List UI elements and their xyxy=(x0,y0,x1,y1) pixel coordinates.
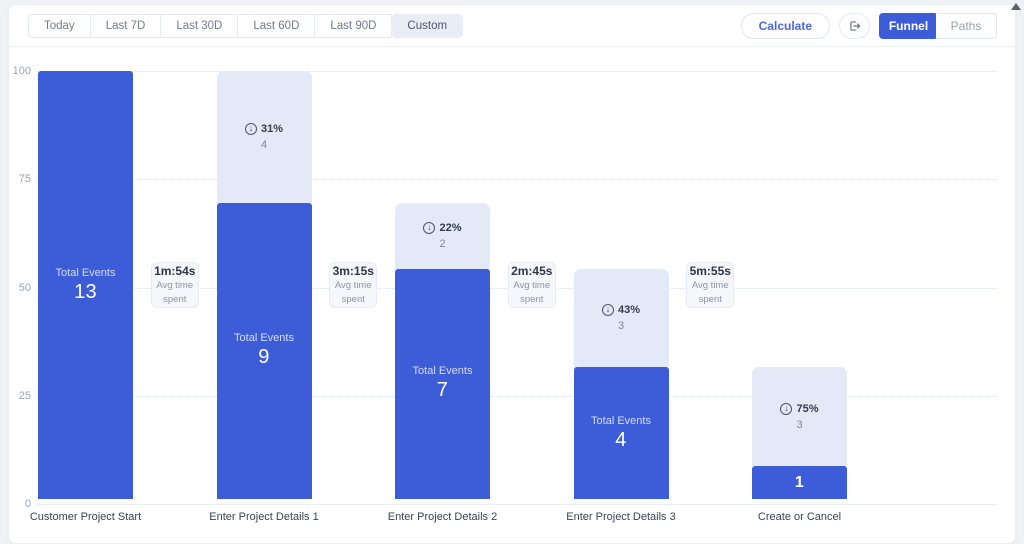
funnel-bar-enter-project-details-2[interactable]: Total Events 7 xyxy=(395,268,490,499)
funnel-analysis-card: Today Last 7D Last 30D Last 60D Last 90D Cust… xyxy=(8,4,1016,544)
avg-time-value: 1m:54s xyxy=(154,263,196,278)
avg-time-caption: spent xyxy=(163,294,187,305)
scrollbar-up-arrow-icon[interactable] xyxy=(1011,3,1021,10)
y-axis-tick-75: 75 xyxy=(18,173,31,186)
dropoff-count: 3 xyxy=(617,319,625,332)
y-axis-tick-25: 25 xyxy=(18,389,31,402)
avg-time-card-1: 1m:54s Avg time spent xyxy=(150,262,199,308)
x-axis-label-enter-project-details-1: Enter Project Details 1 xyxy=(209,511,319,523)
avg-time-card-2: 3m:15s Avg time spent xyxy=(329,262,378,308)
total-events-label: Total Events xyxy=(234,332,294,345)
y-axis-tick-50: 50 xyxy=(18,281,31,294)
total-events-label: Total Events xyxy=(591,414,651,427)
funnel-bar-create-or-cancel[interactable]: 1 xyxy=(752,466,847,499)
funnel-bar-enter-project-details-3[interactable]: Total Events 4 xyxy=(573,367,669,499)
toolbar: Today Last 7D Last 30D Last 60D Last 90D Cust… xyxy=(9,5,1015,47)
date-range-last-60d[interactable]: Last 60D xyxy=(237,13,316,38)
date-range-custom[interactable]: Custom xyxy=(391,13,464,38)
gridline-75 xyxy=(36,179,997,181)
total-events-value: 13 xyxy=(74,280,97,303)
circled-down-arrow-icon: ↓ xyxy=(601,303,614,316)
circled-down-arrow-icon: ↓ xyxy=(244,122,257,135)
dropoff-percent: 22% xyxy=(439,221,462,234)
avg-time-value: 5m:55s xyxy=(689,263,731,278)
date-range-group: Today Last 7D Last 30D Last 60D Last 90D Cust… xyxy=(28,13,464,38)
avg-time-card-3: 2m:45s Avg time spent xyxy=(507,262,556,308)
gridline-25 xyxy=(36,395,997,397)
dropoff-segment-1: ↓ 31% 4 xyxy=(216,71,312,203)
dropoff-pct-row: ↓ 75% xyxy=(780,402,819,415)
total-events-label: Total Events xyxy=(412,365,473,378)
y-axis-tick-100: 100 xyxy=(12,65,31,77)
date-range-today[interactable]: Today xyxy=(28,13,91,38)
avg-time-caption: spent xyxy=(520,294,544,305)
total-events-value: 4 xyxy=(615,428,627,451)
date-range-last-90d[interactable]: Last 90D xyxy=(314,13,393,38)
avg-time-value: 2m:45s xyxy=(511,263,553,278)
dropoff-count: 2 xyxy=(439,237,446,250)
export-icon xyxy=(848,19,862,33)
avg-time-value: 3m:15s xyxy=(332,263,374,278)
x-axis-label-create-or-cancel: Create or Cancel xyxy=(757,511,842,523)
x-axis-label-customer-project-start: Customer Project Start xyxy=(29,511,142,523)
date-range-last-7d[interactable]: Last 7D xyxy=(89,13,162,38)
x-axis-label-enter-project-details-2: Enter Project Details 2 xyxy=(387,511,498,523)
toolbar-right: Calculate Funnel Paths xyxy=(740,12,997,39)
total-events-value: 7 xyxy=(436,379,449,402)
view-toggle-funnel[interactable]: Funnel xyxy=(879,12,938,39)
export-icon-button[interactable] xyxy=(839,12,870,39)
avg-time-caption: Avg time xyxy=(691,279,729,291)
avg-time-caption: Avg time xyxy=(513,279,551,291)
x-axis-label-enter-project-details-3: Enter Project Details 3 xyxy=(566,511,676,523)
total-events-label: Total Events xyxy=(55,266,116,279)
dropoff-segment-3: ↓ 43% 3 xyxy=(573,268,669,368)
view-toggle-paths[interactable]: Paths xyxy=(936,12,997,39)
dropoff-segment-2: ↓ 22% 2 xyxy=(395,202,490,269)
funnel-chart: 100 75 50 25 0 Total Events 13 Customer Project… xyxy=(9,47,1015,543)
avg-time-card-4: 5m:55s Avg time spent xyxy=(686,262,735,308)
dropoff-count: 3 xyxy=(796,418,803,431)
avg-time-caption: Avg time xyxy=(156,279,194,291)
total-events-value: 1 xyxy=(794,473,805,491)
dropoff-pct-row: ↓ 22% xyxy=(423,221,462,234)
avg-time-caption: spent xyxy=(698,294,722,305)
dropoff-pct-row: ↓ 31% xyxy=(244,122,284,135)
dropoff-percent: 31% xyxy=(260,122,284,135)
dropoff-pct-row: ↓ 43% xyxy=(601,303,641,316)
date-range-last-30d[interactable]: Last 30D xyxy=(160,13,239,38)
funnel-bar-customer-project-start[interactable]: Total Events 13 xyxy=(38,71,133,499)
avg-time-caption: Avg time xyxy=(334,279,372,291)
total-events-value: 9 xyxy=(258,346,270,369)
gridline-0 xyxy=(36,504,997,505)
view-toggle: Funnel Paths xyxy=(879,12,997,39)
dropoff-percent: 75% xyxy=(796,402,819,415)
dropoff-count: 4 xyxy=(260,138,268,151)
dropoff-segment-4: ↓ 75% 3 xyxy=(752,367,847,467)
calculate-button[interactable]: Calculate xyxy=(740,12,830,39)
gridline-100 xyxy=(36,71,997,72)
circled-down-arrow-icon: ↓ xyxy=(780,402,793,415)
funnel-bar-enter-project-details-1[interactable]: Total Events 9 xyxy=(216,202,312,499)
avg-time-caption: spent xyxy=(341,294,365,305)
circled-down-arrow-icon: ↓ xyxy=(423,221,436,234)
y-axis-tick-0: 0 xyxy=(24,498,31,510)
dropoff-percent: 43% xyxy=(617,303,641,316)
